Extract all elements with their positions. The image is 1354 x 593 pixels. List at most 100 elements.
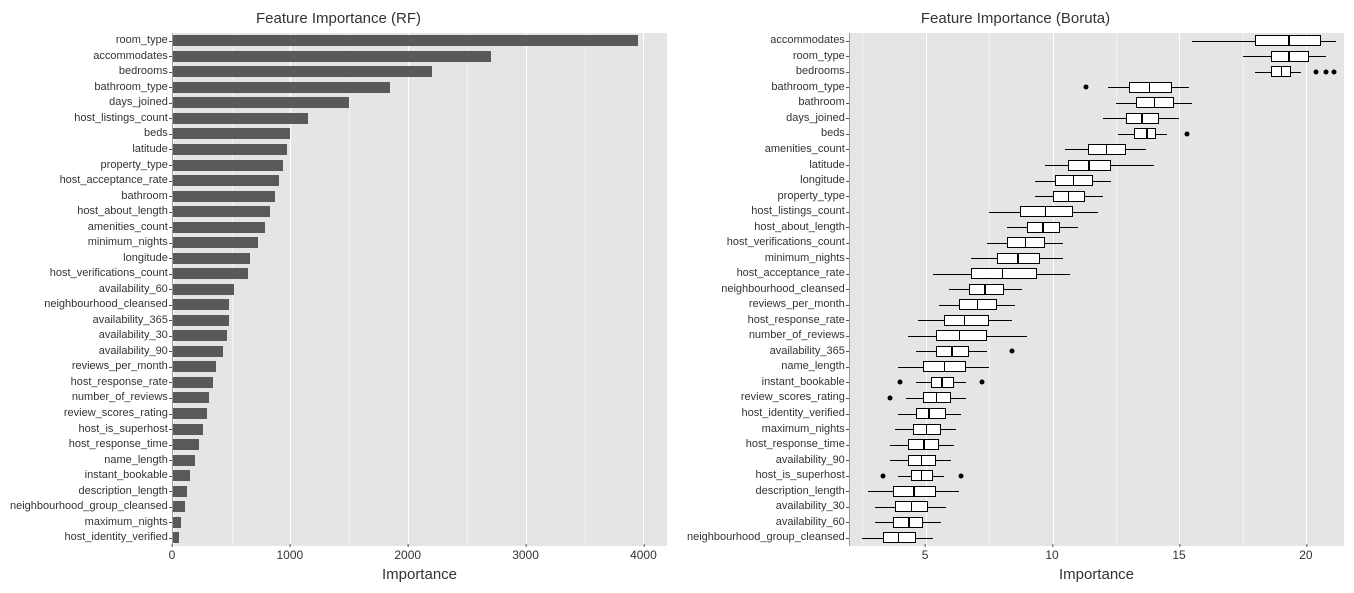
boruta-ylabel: neighbourhood_cleansed: [687, 284, 845, 295]
rf-bar: [173, 346, 224, 357]
outlier-dot: [898, 380, 903, 385]
boruta-ylabel: room_type: [687, 51, 845, 62]
rf-bar: [173, 408, 207, 419]
rf-ylabel: neighbourhood_group_cleansed: [10, 501, 168, 512]
rf-bar: [173, 191, 275, 202]
rf-ylabel: description_length: [10, 486, 168, 497]
boruta-ylabel: neighbourhood_group_cleansed: [687, 532, 845, 543]
rf-bar: [173, 113, 308, 124]
rf-bar: [173, 424, 204, 435]
rf-plot-area: [172, 33, 667, 546]
boruta-xlabel-row: Importance: [687, 564, 1344, 583]
rf-bar: [173, 253, 251, 264]
rf-ylabel: property_type: [10, 160, 168, 171]
rf-bar: [173, 206, 271, 217]
boruta-xtick: 10: [1045, 548, 1058, 562]
rf-xtick: 4000: [630, 548, 657, 562]
rf-ylabel: review_scores_rating: [10, 408, 168, 419]
rf-ylabel: name_length: [10, 455, 168, 466]
boruta-ylabel: host_verifications_count: [687, 237, 845, 248]
boruta-boxrow: [850, 408, 1344, 419]
boruta-boxrow: [850, 66, 1344, 77]
rf-bar: [173, 501, 185, 512]
boruta-ylabel: host_identity_verified: [687, 408, 845, 419]
rf-ylabel: room_type: [10, 35, 168, 46]
boruta-ylabel: host_acceptance_rate: [687, 268, 845, 279]
rf-xtick: 2000: [394, 548, 421, 562]
boruta-boxrow: [850, 330, 1344, 341]
boruta-ylabel: availability_90: [687, 455, 845, 466]
rf-title: Feature Importance (RF): [10, 10, 667, 27]
boruta-boxrow: [850, 455, 1344, 466]
rf-ylabel: minimum_nights: [10, 237, 168, 248]
boruta-ylabel: availability_30: [687, 501, 845, 512]
rf-ylabel: bathroom: [10, 191, 168, 202]
boruta-boxrow: [850, 144, 1344, 155]
boruta-boxrow: [850, 346, 1344, 357]
rf-xlabel: Importance: [172, 566, 667, 583]
rf-bar: [173, 330, 227, 341]
boruta-boxrow: [850, 361, 1344, 372]
rf-bar: [173, 377, 213, 388]
rf-bar: [173, 284, 234, 295]
boruta-boxrow: [850, 175, 1344, 186]
boruta-ylabel: reviews_per_month: [687, 299, 845, 310]
boruta-boxrow: [850, 128, 1344, 139]
rf-ylabel: beds: [10, 128, 168, 139]
boruta-xaxis: 5 10 15 20: [687, 548, 1344, 562]
boruta-boxrow: [850, 377, 1344, 388]
rf-ylabel: latitude: [10, 144, 168, 155]
boruta-ylabel: amenities_count: [687, 144, 845, 155]
boruta-boxrow: [850, 237, 1344, 248]
outlier-dot: [1314, 69, 1319, 74]
rf-bar: [173, 144, 287, 155]
rf-bar: [173, 175, 279, 186]
rf-ylabel: availability_60: [10, 284, 168, 295]
rf-bar: [173, 315, 229, 326]
rf-ylabels: room_typeaccommodatesbedroomsbathroom_ty…: [10, 33, 172, 546]
boruta-xtick: 5: [922, 548, 929, 562]
rf-ylabel: host_listings_count: [10, 113, 168, 124]
rf-ylabel: bathroom_type: [10, 82, 168, 93]
boruta-ylabel: days_joined: [687, 113, 845, 124]
boruta-boxrow: [850, 284, 1344, 295]
outlier-dot: [1083, 85, 1088, 90]
boruta-boxrow: [850, 222, 1344, 233]
boruta-ylabel: maximum_nights: [687, 424, 845, 435]
boruta-boxrow: [850, 517, 1344, 528]
boruta-ylabel: review_scores_rating: [687, 392, 845, 403]
boruta-boxrow: [850, 392, 1344, 403]
rf-ylabel: host_identity_verified: [10, 532, 168, 543]
boruta-boxrow: [850, 439, 1344, 450]
boruta-boxrow: [850, 424, 1344, 435]
boruta-panel: Feature Importance (Boruta) accommodates…: [687, 10, 1344, 583]
boruta-ylabel: bathroom_type: [687, 82, 845, 93]
boruta-boxrow: [850, 206, 1344, 217]
rf-ylabel: availability_90: [10, 346, 168, 357]
boruta-boxrow: [850, 470, 1344, 481]
outlier-dot: [959, 473, 964, 478]
rf-xtick: 1000: [276, 548, 303, 562]
rf-ylabel: host_acceptance_rate: [10, 175, 168, 186]
boruta-boxrow: [850, 35, 1344, 46]
rf-ylabel: longitude: [10, 253, 168, 264]
boruta-ylabel: name_length: [687, 361, 845, 372]
rf-ylabel: maximum_nights: [10, 517, 168, 528]
rf-xtick: 0: [169, 548, 176, 562]
boruta-xtick: 15: [1172, 548, 1185, 562]
outlier-dot: [1184, 131, 1189, 136]
boruta-ylabel: description_length: [687, 486, 845, 497]
boruta-xtick: 20: [1299, 548, 1312, 562]
rf-bar: [173, 237, 258, 248]
boruta-ylabel: host_listings_count: [687, 206, 845, 217]
rf-bar: [173, 470, 191, 481]
boruta-boxrow: [850, 82, 1344, 93]
rf-bar: [173, 455, 195, 466]
rf-bars: [173, 33, 667, 546]
boruta-boxrow: [850, 253, 1344, 264]
rf-bar: [173, 532, 179, 543]
rf-ylabel: host_is_superhost: [10, 424, 168, 435]
boruta-ylabel: property_type: [687, 191, 845, 202]
rf-xlabel-row: Importance: [10, 564, 667, 583]
rf-ylabel: instant_bookable: [10, 470, 168, 481]
